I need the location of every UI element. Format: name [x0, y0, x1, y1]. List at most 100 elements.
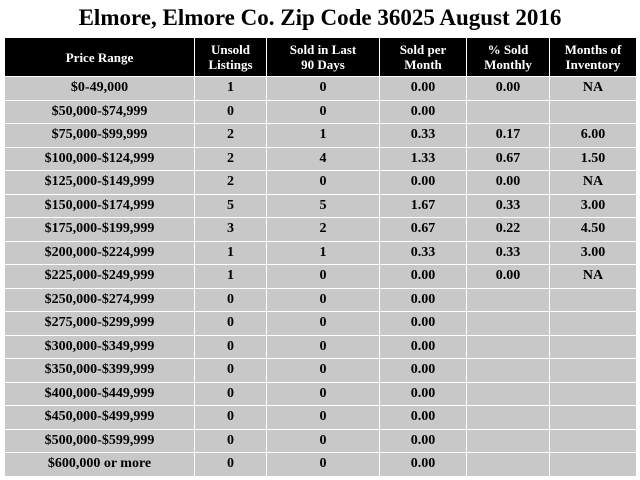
- table-cell: 2: [194, 146, 267, 171]
- table-cell: 0.67: [379, 217, 467, 242]
- table-cell: [466, 405, 550, 430]
- header-line: Months of: [564, 42, 622, 57]
- header-row: Price Range Unsold Listings Sold in Last 90 …: [4, 38, 637, 77]
- table-cell: 0: [194, 99, 267, 124]
- column-header: Months of Inventory: [549, 38, 637, 77]
- table-cell: NA: [549, 170, 637, 195]
- table-cell: $200,000-$224,999: [4, 240, 195, 265]
- table-cell: 0: [266, 99, 380, 124]
- table-cell: 0: [194, 452, 267, 477]
- table-cell: 4: [266, 146, 380, 171]
- column-header: Sold per Month: [379, 38, 467, 77]
- table-cell: 0.00: [379, 428, 467, 453]
- table-cell: 1.67: [379, 193, 467, 218]
- table-cell: [466, 311, 550, 336]
- table-cell: [549, 99, 637, 124]
- table-cell: $600,000 or more: [4, 452, 195, 477]
- table-row: $250,000-$274,999 0 0 0.00: [4, 287, 637, 312]
- table-cell: 1: [266, 240, 380, 265]
- header-line: Monthly: [484, 57, 532, 72]
- table-row: $125,000-$149,999 2 0 0.00 0.00 NA: [4, 170, 637, 195]
- column-header: Price Range: [4, 38, 195, 77]
- table-cell: 1.50: [549, 146, 637, 171]
- table-body: $0-49,000 1 0 0.00 0.00 NA $50,000-$74,999 0 0 0.…: [4, 76, 637, 477]
- table-cell: 0.33: [379, 240, 467, 265]
- table-cell: [549, 405, 637, 430]
- table-cell: $350,000-$399,999: [4, 358, 195, 383]
- table-cell: 2: [266, 217, 380, 242]
- table-cell: 6.00: [549, 123, 637, 148]
- table-cell: 1.33: [379, 146, 467, 171]
- table-cell: 0.33: [379, 123, 467, 148]
- table-cell: $100,000-$124,999: [4, 146, 195, 171]
- table-cell: 0.00: [379, 452, 467, 477]
- header-line: Sold in Last: [289, 42, 357, 57]
- table-cell: [466, 99, 550, 124]
- table-cell: $175,000-$199,999: [4, 217, 195, 242]
- header-line: Unsold: [210, 42, 251, 57]
- header-line: 90 Days: [301, 57, 345, 72]
- table-cell: 0.00: [379, 76, 467, 101]
- table-row: $500,000-$599,999 0 0 0.00: [4, 428, 637, 453]
- table-cell: 0.00: [466, 264, 550, 289]
- table-cell: 0.00: [379, 405, 467, 430]
- table-cell: [466, 452, 550, 477]
- table-cell: 1: [194, 264, 267, 289]
- header-line: Listings: [208, 57, 253, 72]
- table-cell: [549, 381, 637, 406]
- table-cell: 0: [266, 311, 380, 336]
- table-cell: 0.00: [379, 264, 467, 289]
- table-cell: [549, 452, 637, 477]
- table-cell: 3.00: [549, 240, 637, 265]
- table-cell: [466, 381, 550, 406]
- table-cell: $450,000-$499,999: [4, 405, 195, 430]
- table-cell: 0.00: [466, 76, 550, 101]
- table-cell: $500,000-$599,999: [4, 428, 195, 453]
- table-cell: 0: [266, 264, 380, 289]
- table-cell: $125,000-$149,999: [4, 170, 195, 195]
- table-cell: 0: [266, 170, 380, 195]
- table-row: $75,000-$99,999 2 1 0.33 0.17 6.00: [4, 123, 637, 148]
- table-row: $100,000-$124,999 2 4 1.33 0.67 1.50: [4, 146, 637, 171]
- table-cell: $275,000-$299,999: [4, 311, 195, 336]
- table-cell: 0.33: [466, 193, 550, 218]
- table-cell: [549, 287, 637, 312]
- table-cell: 0.67: [466, 146, 550, 171]
- table-cell: [549, 334, 637, 359]
- header-line: Price Range: [65, 49, 134, 65]
- table-cell: 5: [194, 193, 267, 218]
- table-cell: 0: [194, 428, 267, 453]
- table-cell: 0.00: [379, 170, 467, 195]
- table-row: $300,000-$349,999 0 0 0.00: [4, 334, 637, 359]
- table-cell: $400,000-$449,999: [4, 381, 195, 406]
- table-cell: NA: [549, 76, 637, 101]
- table-cell: [466, 428, 550, 453]
- table-cell: 0.22: [466, 217, 550, 242]
- table-cell: 0: [194, 358, 267, 383]
- table-cell: 0: [266, 287, 380, 312]
- table-cell: [549, 358, 637, 383]
- table-cell: 0: [194, 287, 267, 312]
- table-cell: 0.00: [379, 287, 467, 312]
- table-cell: 0: [194, 334, 267, 359]
- table-cell: $0-49,000: [4, 76, 195, 101]
- table-cell: 0: [266, 452, 380, 477]
- column-header: Unsold Listings: [194, 38, 267, 77]
- table-row: $350,000-$399,999 0 0 0.00: [4, 358, 637, 383]
- inventory-table: Price Range Unsold Listings Sold in Last 90 …: [4, 38, 637, 477]
- table-cell: [466, 358, 550, 383]
- table-cell: $75,000-$99,999: [4, 123, 195, 148]
- table-cell: 0: [266, 334, 380, 359]
- table-cell: $150,000-$174,999: [4, 193, 195, 218]
- table-cell: NA: [549, 264, 637, 289]
- table-cell: [549, 428, 637, 453]
- table-cell: [466, 334, 550, 359]
- table-cell: 2: [194, 170, 267, 195]
- header-line: Sold per: [399, 42, 447, 57]
- table-cell: [549, 311, 637, 336]
- table-cell: 0: [194, 311, 267, 336]
- table-cell: 0: [266, 428, 380, 453]
- table-cell: 4.50: [549, 217, 637, 242]
- table-cell: 0.00: [379, 311, 467, 336]
